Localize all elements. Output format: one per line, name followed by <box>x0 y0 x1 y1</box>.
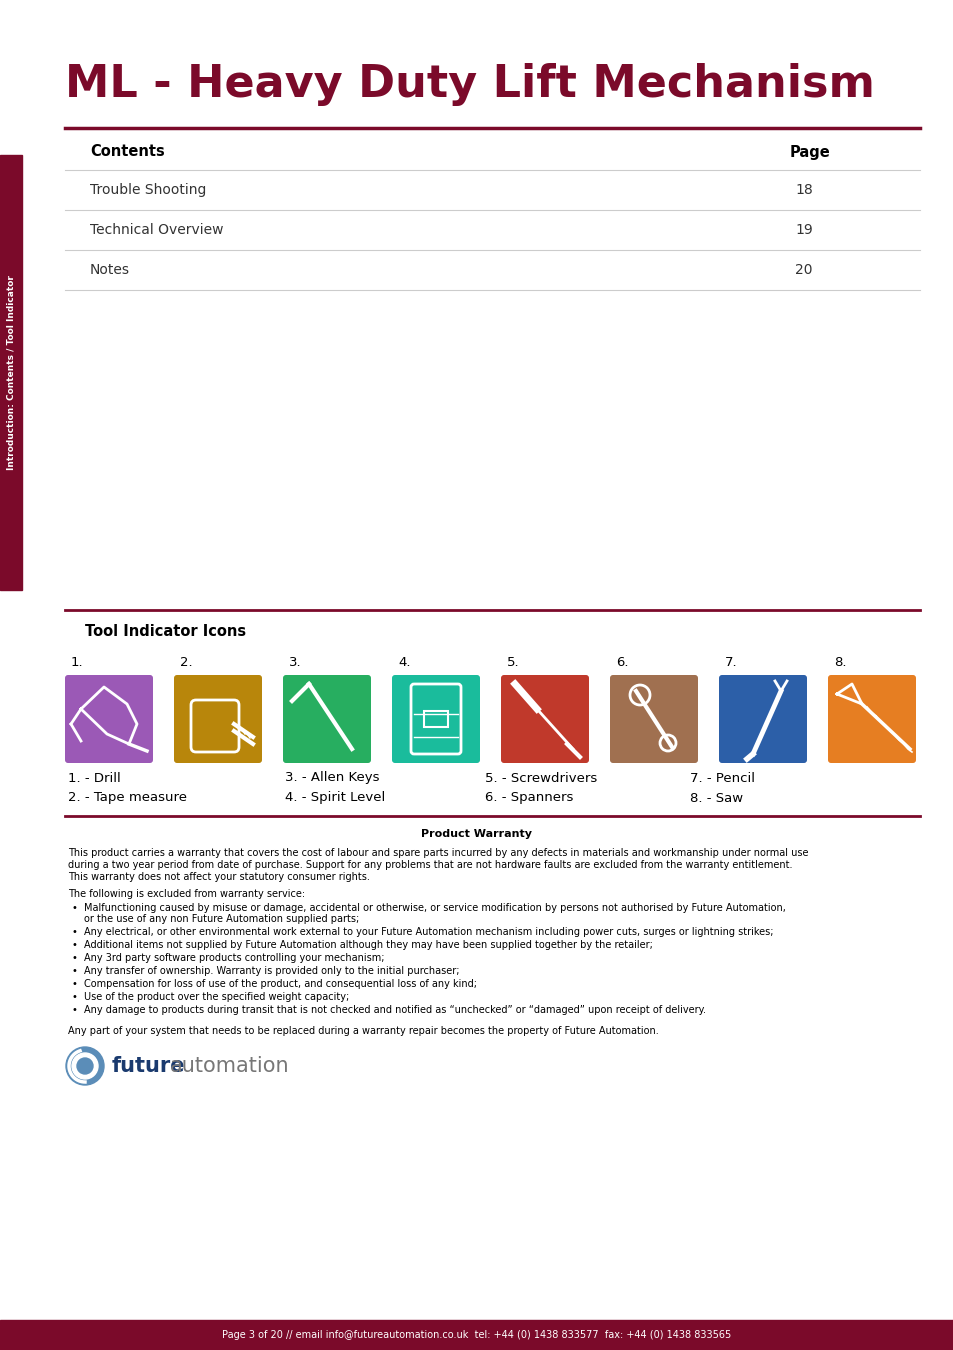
Circle shape <box>71 1053 98 1079</box>
Text: •: • <box>71 903 78 913</box>
Text: 18: 18 <box>794 184 812 197</box>
Text: 8. - Saw: 8. - Saw <box>689 791 742 805</box>
Text: Any damage to products during transit that is not checked and notified as “unche: Any damage to products during transit th… <box>84 1004 705 1015</box>
FancyBboxPatch shape <box>392 675 479 763</box>
Text: This warranty does not affect your statutory consumer rights.: This warranty does not affect your statu… <box>68 872 370 882</box>
Text: Technical Overview: Technical Overview <box>90 223 223 238</box>
Text: The following is excluded from warranty service:: The following is excluded from warranty … <box>68 890 305 899</box>
Text: Page: Page <box>789 144 830 159</box>
Text: •: • <box>71 979 78 990</box>
Text: Trouble Shooting: Trouble Shooting <box>90 184 206 197</box>
Bar <box>0 155 22 590</box>
Text: ML - Heavy Duty Lift Mechanism: ML - Heavy Duty Lift Mechanism <box>65 63 874 107</box>
Text: Any transfer of ownership. Warranty is provided only to the initial purchaser;: Any transfer of ownership. Warranty is p… <box>84 967 459 976</box>
Text: 5. - Screwdrivers: 5. - Screwdrivers <box>484 771 597 784</box>
Text: 7.: 7. <box>724 656 737 668</box>
Text: 19: 19 <box>794 223 812 238</box>
Text: or the use of any non Future Automation supplied parts;: or the use of any non Future Automation … <box>84 914 359 923</box>
Text: Product Warranty: Product Warranty <box>421 829 532 838</box>
Text: 3.: 3. <box>289 656 301 668</box>
Text: 4.: 4. <box>397 656 410 668</box>
Text: •: • <box>71 927 78 937</box>
Text: 5.: 5. <box>506 656 519 668</box>
Text: Notes: Notes <box>90 263 130 277</box>
Text: Introduction: Contents / Tool Indicator: Introduction: Contents / Tool Indicator <box>7 275 15 470</box>
Text: during a two year period from date of purchase. Support for any problems that ar: during a two year period from date of pu… <box>68 860 792 869</box>
Text: •: • <box>71 953 78 963</box>
FancyBboxPatch shape <box>500 675 588 763</box>
Text: 7. - Pencil: 7. - Pencil <box>689 771 754 784</box>
Text: •: • <box>71 992 78 1002</box>
Text: Use of the product over the specified weight capacity;: Use of the product over the specified we… <box>84 992 349 1002</box>
Text: Contents: Contents <box>90 144 165 159</box>
FancyBboxPatch shape <box>173 675 262 763</box>
Circle shape <box>77 1058 92 1075</box>
Text: Malfunctioning caused by misuse or damage, accidental or otherwise, or service m: Malfunctioning caused by misuse or damag… <box>84 903 785 913</box>
Text: •: • <box>71 940 78 950</box>
Circle shape <box>66 1048 104 1085</box>
Text: Tool Indicator Icons: Tool Indicator Icons <box>85 625 246 640</box>
Bar <box>0 1320 953 1350</box>
FancyBboxPatch shape <box>283 675 371 763</box>
Text: 2. - Tape measure: 2. - Tape measure <box>68 791 187 805</box>
Text: 6. - Spanners: 6. - Spanners <box>484 791 573 805</box>
FancyBboxPatch shape <box>827 675 915 763</box>
Text: •: • <box>71 1004 78 1015</box>
FancyBboxPatch shape <box>609 675 698 763</box>
Text: 20: 20 <box>794 263 812 277</box>
Text: Any part of your system that needs to be replaced during a warranty repair becom: Any part of your system that needs to be… <box>68 1026 659 1035</box>
Text: Any 3rd party software products controlling your mechanism;: Any 3rd party software products controll… <box>84 953 384 963</box>
Text: 1. - Drill: 1. - Drill <box>68 771 121 784</box>
FancyBboxPatch shape <box>65 675 152 763</box>
Text: Additional items not supplied by Future Automation although they may have been s: Additional items not supplied by Future … <box>84 940 652 950</box>
Bar <box>423 711 448 728</box>
Text: 3. - Allen Keys: 3. - Allen Keys <box>285 771 379 784</box>
Text: automation: automation <box>170 1056 290 1076</box>
Text: This product carries a warranty that covers the cost of labour and spare parts i: This product carries a warranty that cov… <box>68 848 807 859</box>
Text: Compensation for loss of use of the product, and consequential loss of any kind;: Compensation for loss of use of the prod… <box>84 979 476 990</box>
Text: Any electrical, or other environmental work external to your Future Automation m: Any electrical, or other environmental w… <box>84 927 773 937</box>
Text: 4. - Spirit Level: 4. - Spirit Level <box>285 791 385 805</box>
Text: 1.: 1. <box>71 656 84 668</box>
Text: 2.: 2. <box>180 656 193 668</box>
Text: Page 3 of 20 // email info@futureautomation.co.uk  tel: +44 (0) 1438 833577  fax: Page 3 of 20 // email info@futureautomat… <box>222 1330 731 1341</box>
Text: 8.: 8. <box>833 656 845 668</box>
Text: future: future <box>112 1056 185 1076</box>
Text: •: • <box>71 967 78 976</box>
FancyBboxPatch shape <box>719 675 806 763</box>
Text: 6.: 6. <box>616 656 628 668</box>
